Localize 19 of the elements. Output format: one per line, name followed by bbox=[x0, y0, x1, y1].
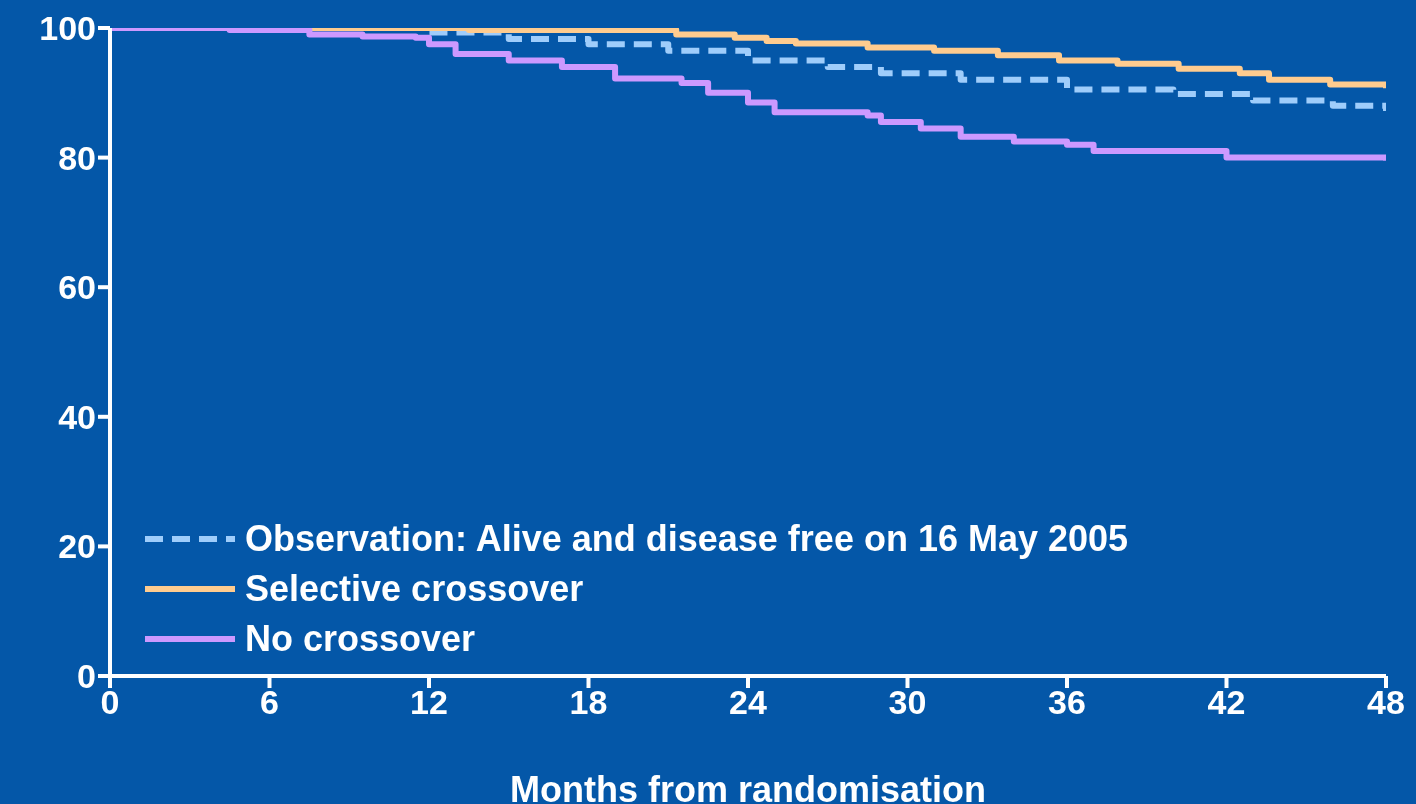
x-tick-label: 36 bbox=[1048, 683, 1086, 722]
x-tick-label: 30 bbox=[888, 683, 927, 722]
x-tick-label: 48 bbox=[1367, 683, 1405, 722]
x-tick-label: 6 bbox=[260, 683, 279, 722]
y-tick-label: 40 bbox=[58, 397, 96, 436]
legend-label: Observation: Alive and disease free on 16 May 2005 bbox=[245, 517, 1129, 561]
x-axis-title: Months from randomisation bbox=[510, 769, 986, 804]
y-tick-label: 0 bbox=[77, 657, 96, 696]
y-tick-label: 100 bbox=[39, 9, 96, 48]
x-tick-label: 0 bbox=[100, 683, 120, 722]
x-tick-label: 18 bbox=[569, 683, 608, 722]
y-tick-label: 80 bbox=[58, 138, 96, 177]
x-tick-label: 12 bbox=[410, 683, 448, 722]
legend-label: Selective crossover bbox=[245, 567, 584, 611]
y-tick-label: 20 bbox=[58, 527, 96, 566]
legend-label: No crossover bbox=[245, 617, 476, 661]
x-tick-label: 24 bbox=[729, 683, 767, 722]
y-tick-label: 60 bbox=[58, 268, 96, 307]
x-tick-label: 42 bbox=[1207, 683, 1246, 722]
